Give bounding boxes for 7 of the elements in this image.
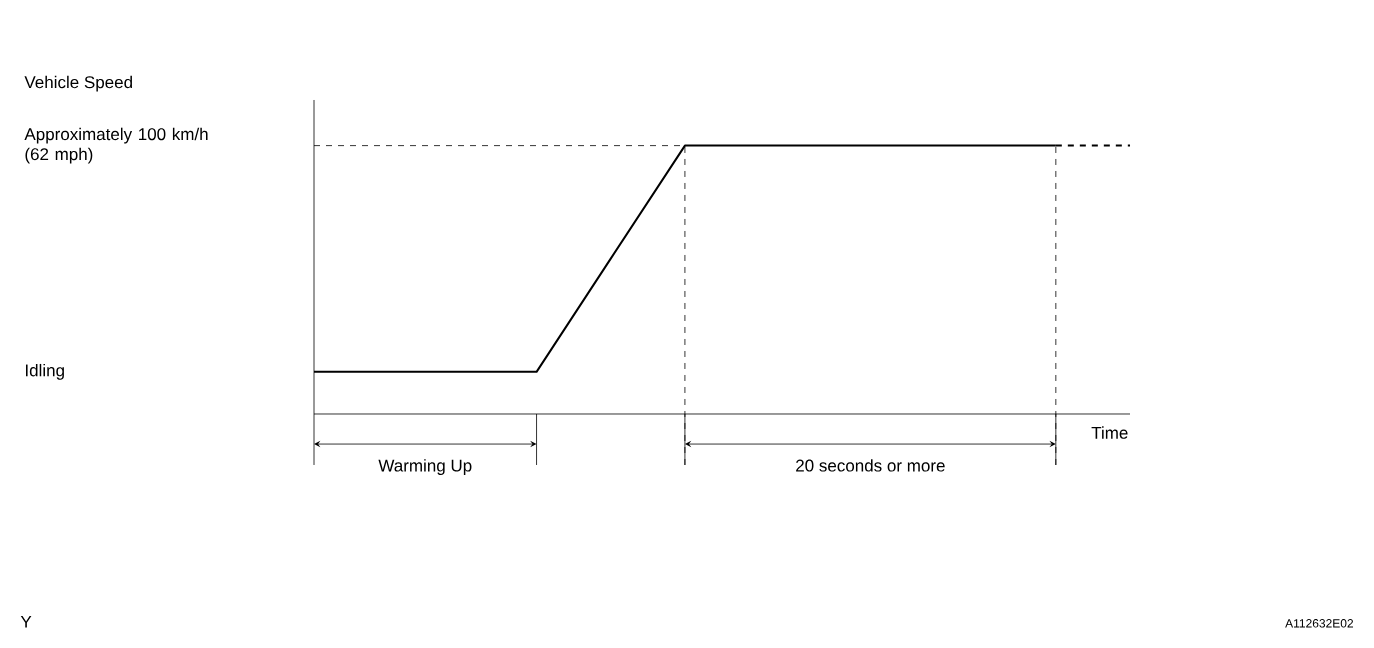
text: Idling bbox=[25, 363, 64, 380]
text: Y bbox=[20, 615, 32, 628]
x-axis-title: Time bbox=[1091, 426, 1128, 439]
text: 20 seconds or more bbox=[796, 459, 945, 472]
text: Approximately 100 km/h (62 mph) bbox=[24, 127, 208, 164]
text: Vehicle Speed bbox=[24, 75, 132, 92]
text: Warming Up bbox=[378, 459, 472, 475]
